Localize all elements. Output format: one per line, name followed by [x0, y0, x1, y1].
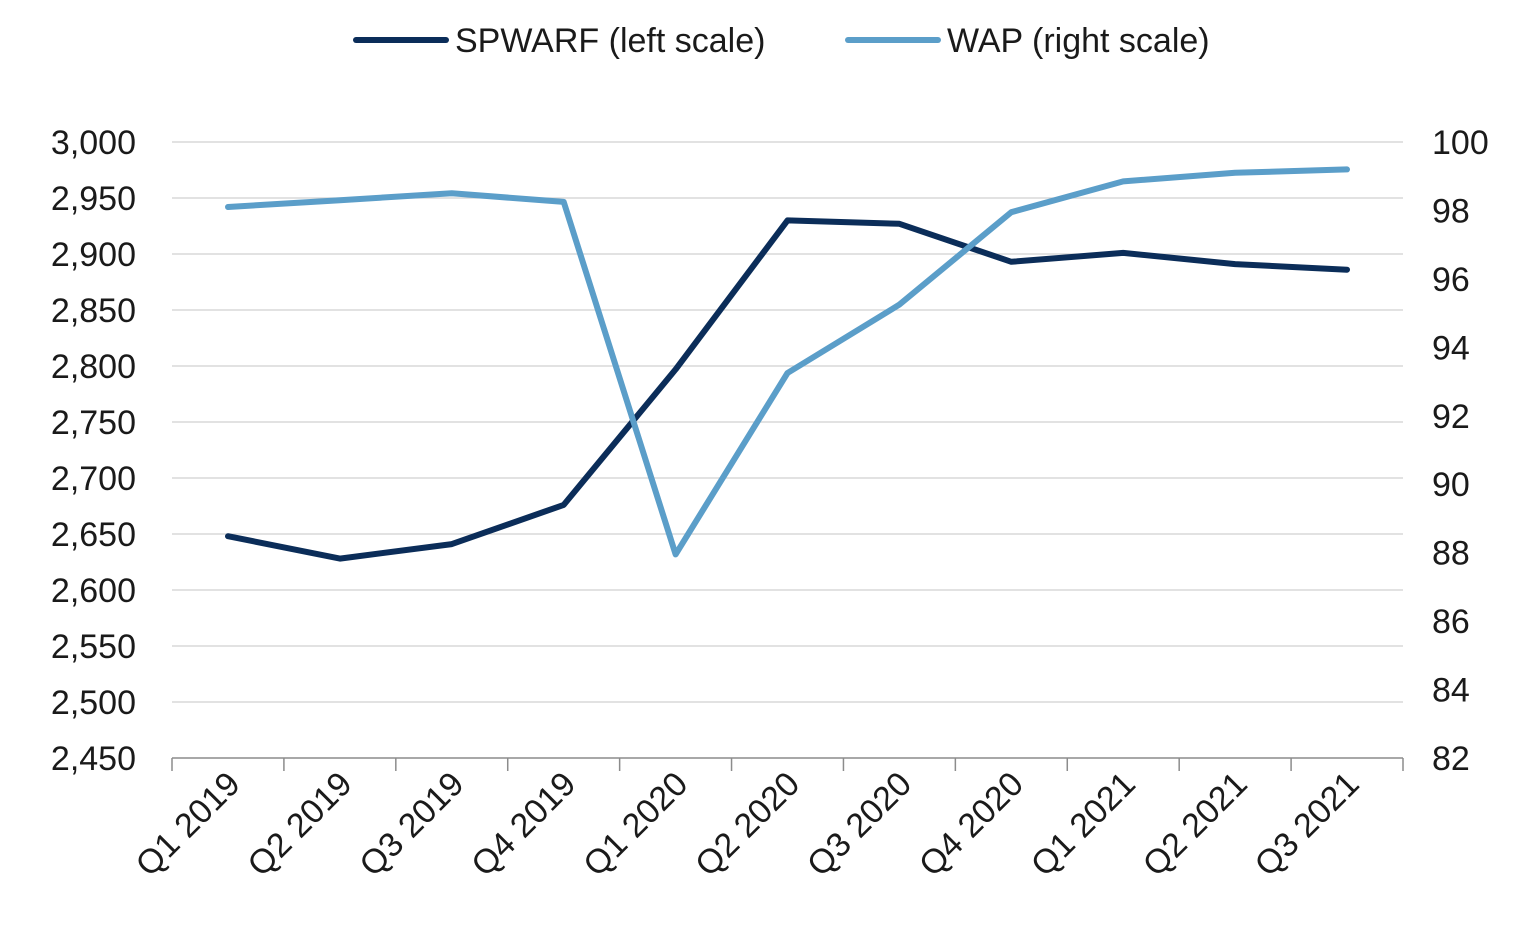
axes: 2,450 2,500 2,550 2,600 2,650 2,700 2,750 2,800… [51, 124, 1489, 884]
y-right-tick-label: 90 [1432, 466, 1470, 504]
x-tick-label: Q2 2019 [240, 765, 359, 884]
x-tick-label: Q3 2021 [1248, 765, 1367, 884]
y-right-tick-label: 84 [1432, 672, 1470, 710]
series-line-spwarf [225, 217, 1350, 562]
legend-label: WAP (right scale) [947, 22, 1210, 60]
legend-label: SPWARF (left scale) [455, 22, 765, 60]
y-left-tick-label: 2,600 [51, 572, 136, 610]
x-tick-label: Q2 2021 [1136, 765, 1255, 884]
x-tick-label: Q4 2020 [912, 765, 1031, 884]
y-left-tick-label: 2,550 [51, 628, 136, 666]
gridlines [172, 141, 1403, 703]
y-right-tick-label: 92 [1432, 398, 1470, 436]
y-left-tick-label: 2,450 [51, 740, 136, 778]
y-right-tick-label: 98 [1432, 192, 1470, 230]
y-right-tick-label: 94 [1432, 329, 1470, 367]
y-right-tick-label: 88 [1432, 535, 1470, 573]
series-line-wap [225, 166, 1350, 558]
y-left-tick-label: 2,650 [51, 516, 136, 554]
x-tick-label: Q1 2019 [128, 765, 247, 884]
y-right-tick-label: 82 [1432, 740, 1470, 778]
x-tick-label: Q4 2019 [464, 765, 583, 884]
y-left-tick-label: 2,950 [51, 180, 136, 218]
y-left-tick-label: 2,800 [51, 348, 136, 386]
y-right-tick-label: 86 [1432, 603, 1470, 641]
y-left-tick-label: 2,850 [51, 292, 136, 330]
y-left-tick-label: 2,900 [51, 236, 136, 274]
x-tick-label: Q1 2021 [1024, 765, 1143, 884]
legend: SPWARF (left scale) WAP (right scale) [353, 22, 1210, 60]
y-right-tick-label: 96 [1432, 261, 1470, 299]
x-tick-label: Q2 2020 [688, 765, 807, 884]
x-tick-label: Q1 2020 [576, 765, 695, 884]
series-lines [225, 166, 1350, 562]
y-left-tick-label: 2,750 [51, 404, 136, 442]
y-left-tick-label: 2,500 [51, 684, 136, 722]
y-right-tick-label: 100 [1432, 124, 1489, 162]
x-tick-label: Q3 2020 [800, 765, 919, 884]
y-left-tick-label: 3,000 [51, 124, 136, 162]
x-tick-label: Q3 2019 [352, 765, 471, 884]
y-left-tick-label: 2,700 [51, 460, 136, 498]
